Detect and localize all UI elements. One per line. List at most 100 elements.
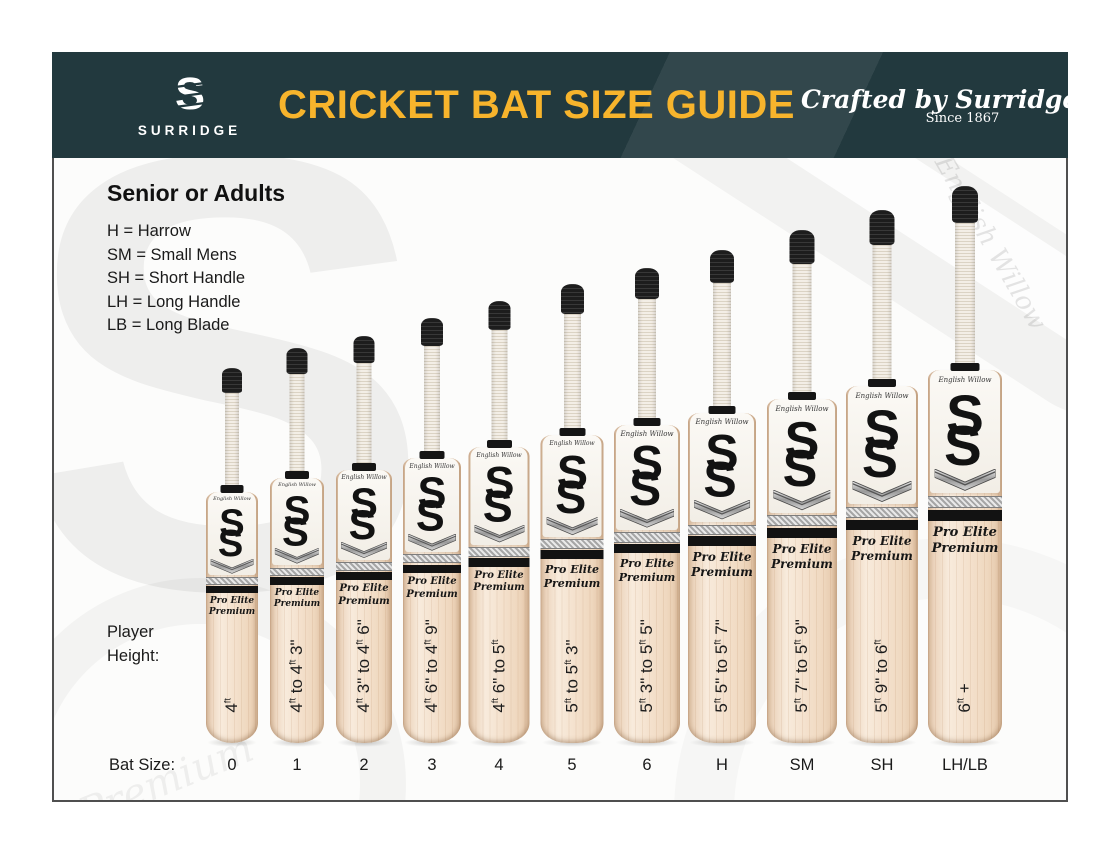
svg-text:S: S — [703, 452, 736, 501]
surridge-double-s-logo-icon: S S — [932, 383, 997, 476]
model-name: Pro Elite Premium — [931, 524, 999, 557]
bat-size-value: 0 — [227, 756, 237, 774]
legend-item-short-handle: SH = Short Handle — [107, 269, 246, 287]
bat-grip — [286, 348, 308, 374]
surridge-double-s-logo-icon: S S — [473, 457, 525, 532]
bat-grip — [488, 301, 510, 330]
english-willow-script: English Willow — [409, 462, 455, 470]
black-stripe — [540, 550, 604, 560]
svg-text:S: S — [284, 493, 311, 533]
english-willow-script: English Willow — [213, 496, 251, 503]
chevron-sticker-icon — [694, 500, 750, 520]
player-height-label: 4ft 3" to 4ft 6" — [354, 619, 373, 713]
chevron-sticker-icon — [274, 548, 320, 564]
english-willow-script: English Willow — [695, 418, 749, 427]
bat-size-value: H — [716, 756, 728, 774]
brand-name: SURRIDGE — [137, 122, 242, 138]
player-height-label: 5ft to 5ft 3" — [562, 639, 581, 713]
bat-blade: English Willow S S Pro Elite Premium 6ft … — [928, 370, 1002, 743]
bat-size-row-label: Bat Size: — [109, 756, 176, 774]
bat-handle — [225, 391, 239, 492]
bat-collar — [868, 379, 896, 387]
silver-band — [928, 496, 1002, 508]
bat-size-value: 5 — [567, 756, 577, 774]
bat-collar — [788, 392, 816, 400]
bat-blade: English Willow S S Pro Elite Premium 4ft … — [468, 447, 530, 743]
player-height-label: 5ft 5" to 5ft 7" — [712, 619, 731, 713]
silver-band — [403, 554, 461, 564]
cricket-bat-size-3: English Willow S S Pro Elite Premium 4ft … — [403, 318, 461, 747]
bat-collar — [419, 451, 445, 459]
model-name: Pro Elite Premium — [691, 549, 753, 579]
silver-band — [614, 532, 680, 543]
chevron-sticker-icon — [341, 542, 387, 559]
tagline-crafted: Crafted by Surridge — [801, 84, 1068, 114]
chevron-sticker-icon — [852, 480, 912, 502]
svg-text:S: S — [416, 492, 445, 533]
bat-grip — [789, 230, 815, 264]
bat-grip — [421, 318, 443, 346]
svg-text:S: S — [705, 431, 738, 480]
bat-handle — [289, 372, 305, 478]
bat-size-value: 6 — [642, 756, 652, 774]
player-height-label: 5ft 3" to 5ft 5" — [637, 619, 656, 713]
model-name: Pro Elite Premium — [473, 569, 525, 594]
cricket-bat-size-lh-lb: English Willow S S Pro Elite Premium 6ft … — [928, 186, 1002, 747]
player-height-line1: Player — [107, 623, 154, 641]
player-height-label: 4ft 6" to 4ft 9" — [422, 619, 441, 713]
bat-collar — [633, 418, 661, 426]
bat-grip — [635, 268, 659, 299]
english-willow-script: English Willow — [278, 482, 316, 489]
chevron-sticker-icon — [773, 490, 831, 511]
black-stripe — [468, 557, 530, 567]
bat-blade: English Willow S S Pro Elite Premium 5ft … — [688, 413, 756, 743]
player-height-label: 4ft 6" to 5ft — [489, 639, 508, 713]
bat-size-value: 4 — [494, 756, 504, 774]
surridge-double-s-logo-icon: S S — [545, 446, 599, 523]
svg-text:S: S — [482, 481, 512, 525]
surridge-double-s-logo-icon: S S — [407, 469, 457, 540]
black-stripe — [928, 509, 1002, 521]
english-willow-script: English Willow — [549, 439, 595, 447]
poster-title: CRICKET BAT SIZE GUIDE — [278, 82, 795, 127]
cricket-bat-size-1: English Willow S S Pro Elite Premium 4ft … — [270, 348, 324, 747]
bat-collar — [486, 440, 512, 448]
bat-handle — [955, 221, 975, 370]
abbreviation-legend: H = Harrow SM = Small Mens SH = Short Ha… — [107, 220, 245, 338]
bat-grip — [560, 284, 584, 314]
english-willow-script: English Willow — [341, 474, 387, 482]
svg-text:S: S — [631, 442, 663, 490]
svg-text:S: S — [219, 506, 244, 544]
bat-blade: English Willow S S Pro Elite Premium 4ft … — [270, 478, 324, 743]
bat-size-value: 1 — [292, 756, 302, 774]
black-stripe — [614, 543, 680, 554]
poster-page: S SURRIDGE CRICKET BAT SIZE GUIDE Crafte… — [52, 52, 1068, 802]
tagline-since: Since 1867 — [925, 110, 1000, 126]
surridge-double-s-logo-icon: S S — [851, 399, 913, 488]
bat-blade: English Willow S S Pro Elite Premium 5ft … — [614, 425, 680, 743]
chevron-sticker-icon — [473, 525, 525, 543]
chevron-sticker-icon — [934, 468, 996, 491]
silver-band — [468, 547, 530, 557]
legend-item-long-blade: LB = Long Blade — [107, 316, 230, 334]
player-height-label: 6ft + — [955, 683, 974, 713]
svg-text:S: S — [418, 474, 447, 517]
silver-band — [270, 567, 324, 577]
black-stripe — [767, 527, 837, 538]
bat-collar — [559, 428, 585, 436]
english-willow-script: English Willow — [775, 404, 829, 413]
surridge-s-logo-icon: S — [170, 68, 210, 121]
legend-item-long-handle: LH = Long Handle — [107, 292, 241, 311]
silver-band — [336, 562, 392, 571]
bat-handle — [792, 262, 812, 399]
model-name: Pro Elite Premium — [406, 576, 458, 600]
silver-band — [688, 524, 756, 536]
cricket-bat-size-h: English Willow S S Pro Elite Premium 5ft … — [688, 250, 756, 747]
tagline-block: Crafted by Surridge Since 1867 — [801, 84, 1068, 126]
silver-band — [206, 576, 258, 585]
bat-collar — [352, 463, 376, 471]
bat-size-value: LH/LB — [942, 756, 988, 774]
bat-blade: English Willow S S Pro Elite Premium 4ft … — [336, 470, 392, 743]
svg-text:S: S — [218, 523, 243, 559]
model-name: Pro Elite Premium — [851, 534, 913, 564]
